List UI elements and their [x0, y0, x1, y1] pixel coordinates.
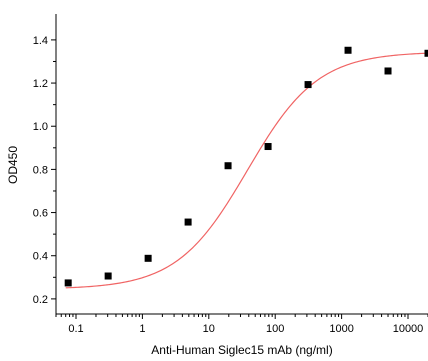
x-tick-label: 1: [139, 323, 145, 335]
data-point: [344, 46, 352, 54]
x-tick-label: 100: [266, 323, 284, 335]
data-points: [64, 46, 428, 287]
plot-area: 0.2 0.4 0.6 0.8 1.0 1.2 1.4 0.1 1 10 100 1000 10000: [33, 14, 428, 335]
data-point: [424, 49, 428, 57]
data-point: [64, 279, 72, 287]
y-tick-label: 0.8: [33, 164, 48, 176]
y-tick-label: 1.0: [33, 121, 48, 133]
x-tick-label: 10000: [393, 323, 424, 335]
x-tick-label: 1000: [329, 323, 353, 335]
y-tick-label: 0.4: [33, 251, 48, 263]
data-point: [384, 67, 392, 75]
y-tick-label: 0.6: [33, 208, 48, 220]
x-tick-label: 10: [203, 323, 215, 335]
y-tick-label: 0.2: [33, 294, 48, 306]
data-point: [184, 218, 192, 226]
data-point: [224, 162, 232, 170]
y-tick-label: 1.4: [33, 35, 48, 47]
data-point: [144, 254, 152, 262]
data-point: [304, 81, 312, 89]
y-axis-ticks: 0.2 0.4 0.6 0.8 1.0 1.2 1.4: [33, 35, 56, 306]
y-axis-title: OD450: [6, 146, 20, 184]
data-point: [104, 272, 112, 280]
x-tick-label: 0.1: [68, 323, 83, 335]
y-tick-label: 1.2: [33, 78, 48, 90]
x-axis-title: Anti-Human Siglec15 mAb (ng/ml): [151, 343, 332, 357]
data-point: [264, 143, 272, 151]
x-axis-ticks: 0.1 1 10 100 1000 10000: [55, 314, 428, 335]
fit-curve: [65, 52, 428, 289]
